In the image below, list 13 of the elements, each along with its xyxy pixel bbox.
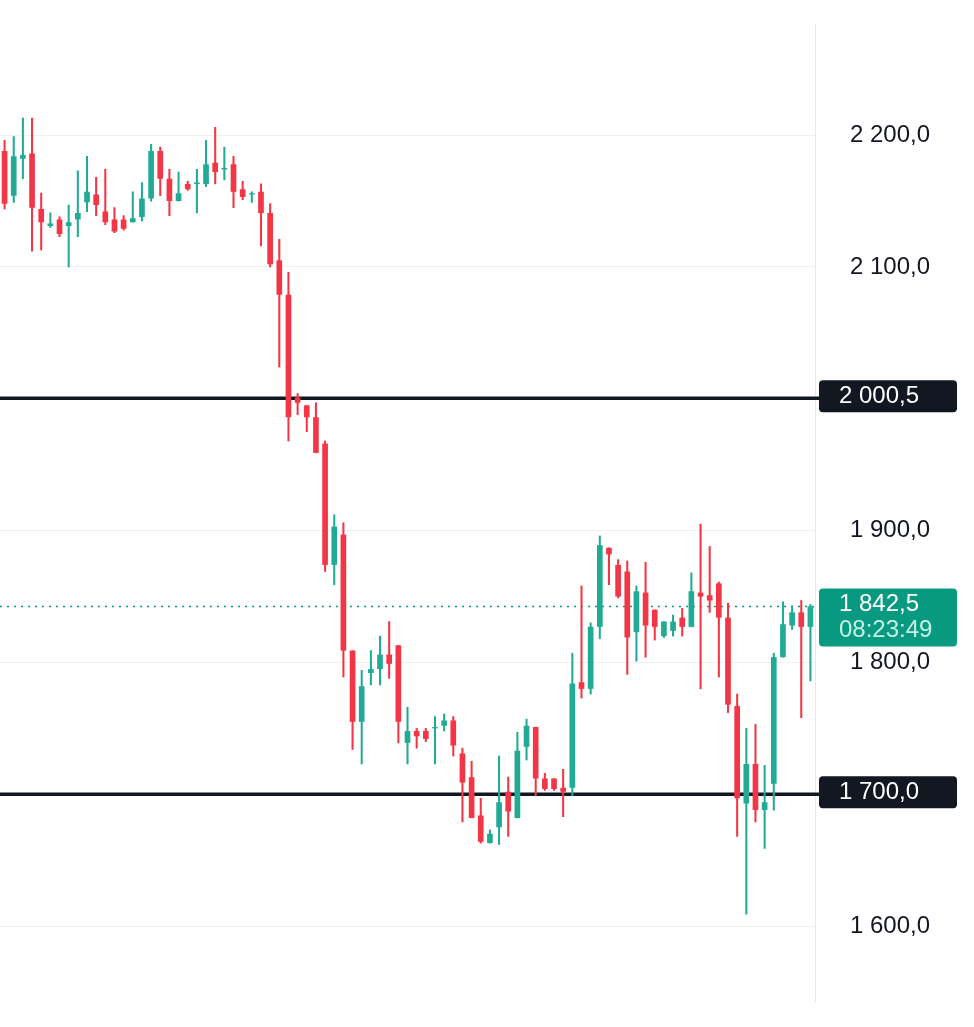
y-tick-label: 2 200,0 (849, 119, 930, 147)
ref-line-label: 1 842,5 08:23:49 (839, 589, 933, 643)
candlestick (578, 585, 585, 699)
y-tick-label: 2 100,0 (849, 251, 930, 279)
ref-line-label: 1 700,0 (839, 776, 920, 804)
candlestick (404, 706, 411, 765)
candlestick (20, 117, 26, 179)
y-tick-label: 1 600,0 (849, 910, 930, 938)
candlestick (65, 204, 72, 268)
ref-line-label: 2 000,5 (839, 380, 920, 408)
y-tick-label: 1 900,0 (849, 515, 930, 543)
candlestick (697, 523, 704, 690)
y-tick-label: 1 800,0 (849, 647, 930, 675)
